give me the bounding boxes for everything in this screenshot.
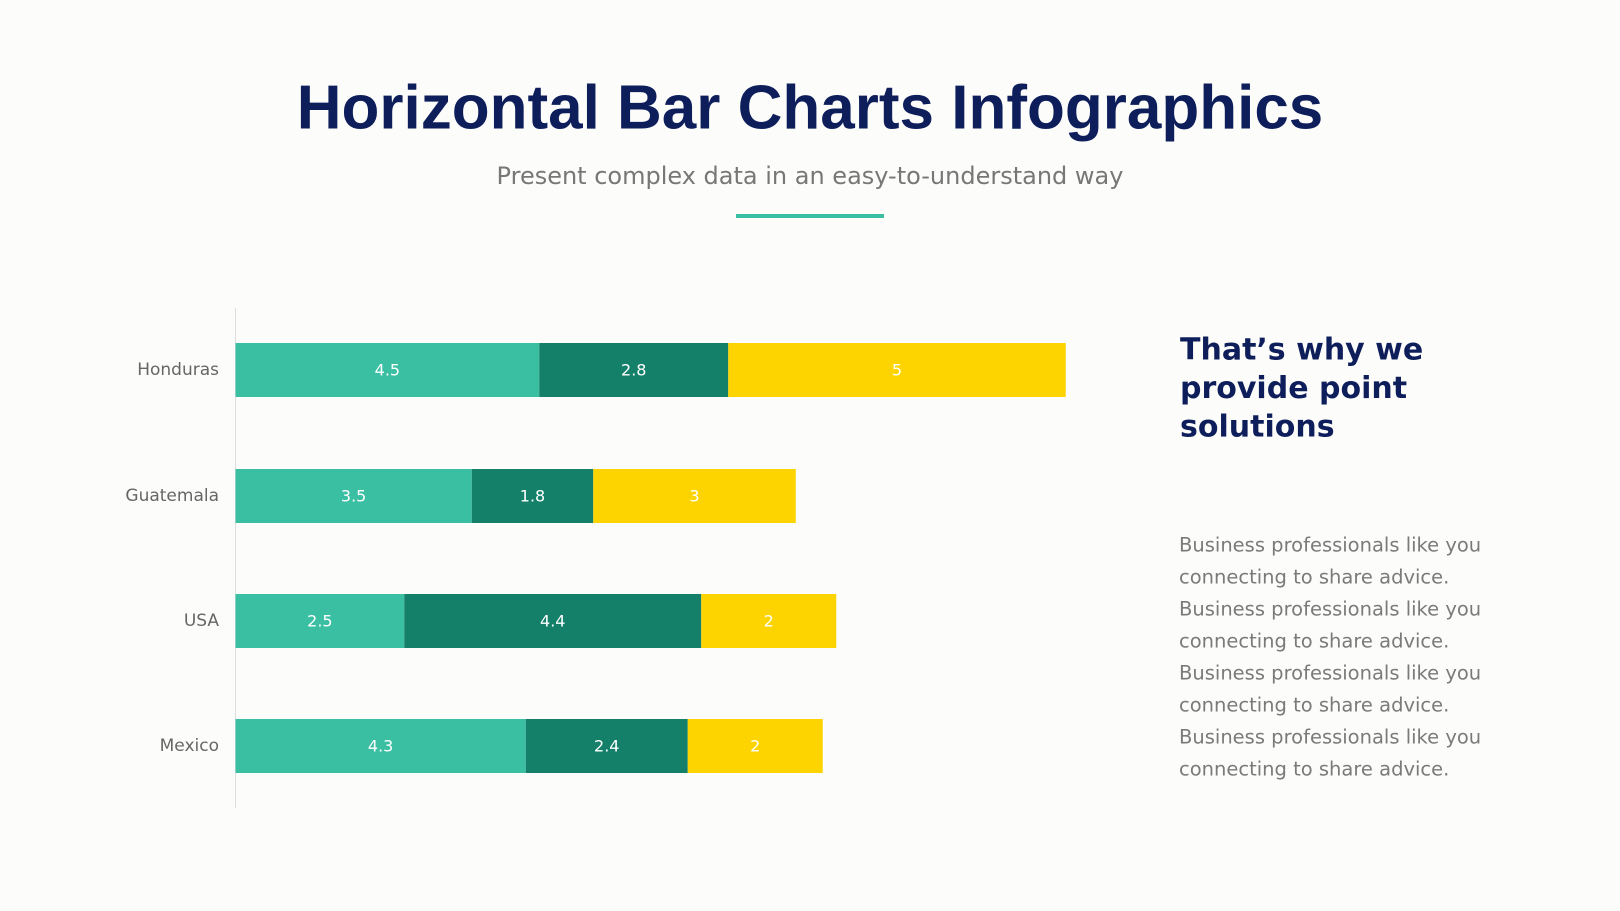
side-body: connecting to share advice. [1179, 630, 1449, 653]
value-label: 5 [892, 361, 902, 380]
bar-segment [593, 469, 796, 523]
value-label: 3 [689, 487, 699, 506]
category-label: Honduras [137, 360, 219, 380]
side-body: Business professionals like you [1179, 598, 1481, 621]
value-label: 2.4 [594, 737, 619, 756]
bar-segment [687, 719, 823, 773]
bar-segment [471, 469, 594, 523]
value-label: 2 [764, 612, 774, 631]
side-body: connecting to share advice. [1179, 694, 1449, 717]
bar-segment [525, 719, 688, 773]
value-label: 4.4 [540, 612, 565, 631]
bar-segment [235, 469, 472, 523]
side-heading: That’s why we [1180, 333, 1423, 368]
value-label: 4.5 [375, 361, 400, 380]
value-label: 2.8 [621, 361, 646, 380]
value-label: 2.5 [307, 612, 332, 631]
side-body: Business professionals like you [1179, 534, 1481, 557]
bar-segment [539, 343, 729, 397]
subtitle: Present complex data in an easy-to-under… [497, 162, 1124, 190]
title: Horizontal Bar Charts Infographics [297, 73, 1324, 142]
category-label: Mexico [160, 736, 219, 756]
bar-segment [235, 719, 526, 773]
side-heading: provide point [1180, 371, 1407, 406]
category-label: Guatemala [125, 486, 219, 506]
value-label: 4.3 [368, 737, 393, 756]
bar-segment [728, 343, 1066, 397]
bar-segment [235, 343, 540, 397]
value-label: 1.8 [520, 487, 545, 506]
bar-segment [701, 594, 837, 648]
value-label: 2 [750, 737, 760, 756]
side-body: connecting to share advice. [1179, 758, 1449, 781]
side-heading: solutions [1180, 410, 1335, 445]
value-label: 3.5 [341, 487, 366, 506]
category-label: USA [184, 611, 220, 631]
side-body: Business professionals like you [1179, 662, 1481, 685]
divider [736, 214, 884, 218]
bar-segment [404, 594, 702, 648]
bar-segment [235, 594, 405, 648]
side-body: Business professionals like you [1179, 726, 1481, 749]
side-body: connecting to share advice. [1179, 566, 1449, 589]
